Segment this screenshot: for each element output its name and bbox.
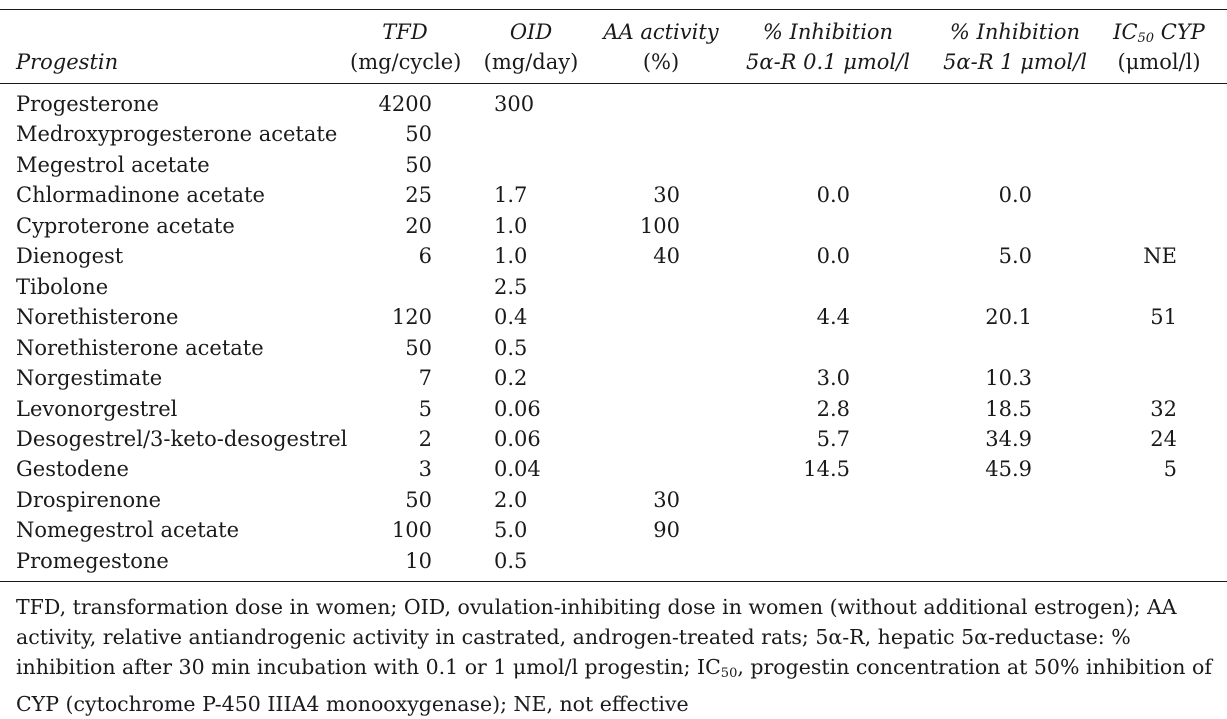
cell-progestin: Dienogest [16,244,124,268]
header-aa: AA activity [603,20,719,44]
header-inhibition-1: % Inhibition [949,20,1081,44]
cell-ic50: NE [1143,244,1177,268]
cell-inhibition-1: 18.5 [985,397,1032,421]
cell-aa-activity: 30 [653,183,680,207]
cell-ic50: 5 [1163,457,1177,481]
header-ic50-unit: (μmol/l) [1117,50,1201,74]
cell-oid: 1.0 [494,244,528,268]
cell-aa-activity: 30 [653,488,680,512]
cell-oid: 0.5 [494,336,528,360]
header-progestin: Progestin [16,50,119,74]
cell-inhibition-1: 45.9 [985,457,1032,481]
cell-oid: 2.5 [494,275,528,299]
cell-aa-activity: 40 [653,244,680,268]
cell-oid: 2.0 [494,488,528,512]
cell-progestin: Gestodene [16,457,129,481]
cell-tfd: 20 [405,214,432,238]
cell-inhibition-1: 34.9 [985,427,1032,451]
cell-tfd: 5 [418,397,432,421]
cell-progestin: Chlormadinone acetate [16,183,265,207]
cell-tfd: 50 [405,488,432,512]
cell-aa-activity: 90 [653,518,680,542]
cell-tfd: 2 [418,427,432,451]
cell-inhibition-01: 4.4 [816,305,850,329]
cell-progestin: Norgestimate [16,366,163,390]
cell-inhibition-01: 5.7 [816,427,850,451]
cell-tfd: 50 [405,122,432,146]
cell-tfd: 100 [391,518,432,542]
cell-progestin: Norethisterone [16,305,179,329]
cell-oid: 0.4 [494,305,528,329]
cell-aa-activity: 100 [639,214,680,238]
header-aa-unit: (%) [642,50,680,74]
cell-progestin: Promegestone [16,549,169,573]
cell-inhibition-1: 0.0 [998,183,1032,207]
cell-oid: 0.04 [494,457,541,481]
cell-progestin: Drospirenone [16,488,162,512]
cell-inhibition-01: 0.0 [816,183,850,207]
top-rule [0,9,1227,10]
cell-inhibition-01: 14.5 [803,457,850,481]
cell-progestin: Megestrol acetate [16,153,210,177]
cell-tfd: 4200 [378,92,432,116]
cell-oid: 0.06 [494,397,541,421]
cell-inhibition-1: 5.0 [998,244,1032,268]
header-rule [0,83,1227,84]
cell-progestin: Nomegestrol acetate [16,518,240,542]
header-inhibition-1-conc: 5α-R 1 μmol/l [943,50,1087,74]
header-oid: OID [509,20,553,44]
cell-inhibition-1: 10.3 [985,366,1032,390]
cell-tfd: 7 [418,366,432,390]
cell-oid: 300 [494,92,535,116]
header-inhibition-01-conc: 5α-R 0.1 μmol/l [746,50,910,74]
cell-tfd: 50 [405,153,432,177]
cell-tfd: 6 [418,244,432,268]
cell-inhibition-1: 20.1 [985,305,1032,329]
header-tfd-unit: (mg/cycle) [350,50,462,74]
cell-progestin: Desogestrel/3-keto-desogestrel [16,427,348,451]
cell-progestin: Cyproterone acetate [16,214,235,238]
cell-oid: 1.7 [494,183,528,207]
cell-oid: 5.0 [494,518,528,542]
bottom-rule [0,581,1227,582]
header-tfd: TFD [382,20,428,44]
cell-oid: 0.06 [494,427,541,451]
cell-ic50: 24 [1150,427,1177,451]
cell-tfd: 10 [405,549,432,573]
cell-oid: 0.2 [494,366,528,390]
header-oid-unit: (mg/day) [483,50,579,74]
cell-progestin: Norethisterone acetate [16,336,264,360]
cell-tfd: 3 [418,457,432,481]
cell-inhibition-01: 0.0 [816,244,850,268]
cell-oid: 0.5 [494,549,528,573]
cell-oid: 1.0 [494,214,528,238]
cell-ic50: 51 [1150,305,1177,329]
cell-progestin: Levonorgestrel [16,397,178,421]
cell-tfd: 50 [405,336,432,360]
cell-tfd: 120 [391,305,432,329]
cell-progestin: Tibolone [16,275,109,299]
cell-progestin: Medroxyprogesterone acetate [16,122,338,146]
cell-inhibition-01: 3.0 [816,366,850,390]
cell-tfd: 25 [405,183,432,207]
cell-ic50: 32 [1150,397,1177,421]
table-footnote: TFD, transformation dose in women; OID, … [16,595,1212,716]
cell-inhibition-01: 2.8 [816,397,850,421]
header-ic50: IC50 CYP [1113,20,1205,46]
cell-progestin: Progesterone [16,92,159,116]
header-inhibition-01: % Inhibition [762,20,894,44]
